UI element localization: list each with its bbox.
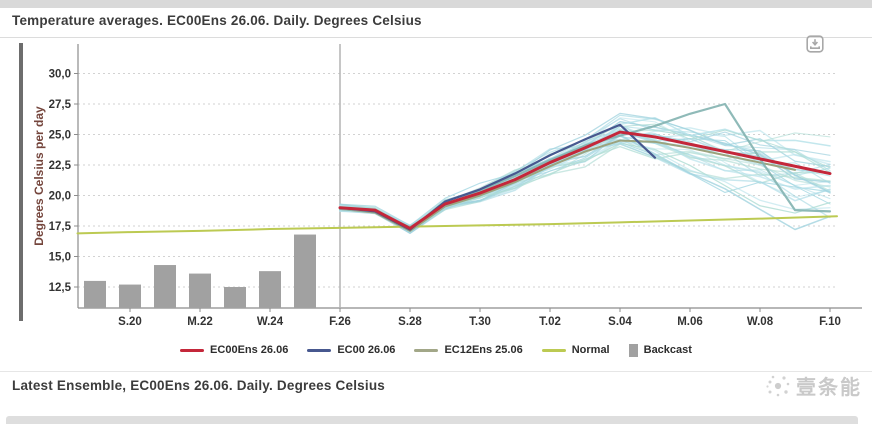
bar-backcast [84,280,106,308]
legend-item-backcast[interactable]: Backcast [628,343,692,357]
legend-swatch-line [541,348,566,352]
legend-label: EC00Ens 26.06 [210,344,289,356]
bar-backcast [119,284,141,308]
bar-backcast [224,287,246,308]
series-line-ec00ens-26-06 [338,130,832,230]
y-tick-label: 12,5 [49,282,72,294]
legend-swatch-bar [628,343,638,357]
bottom-panel-band [6,416,858,424]
x-tick-label: T.02 [539,316,561,328]
x-tick-label: M.06 [677,316,703,328]
header-divider [0,37,872,38]
legend-item-ec12ens-25-06[interactable]: EC12Ens 25.06 [414,344,523,356]
y-tick-label: 25,0 [49,130,71,142]
watermark-text: 壹条能 [796,377,862,399]
x-tick-label: F.26 [329,316,351,328]
bar-backcast [154,265,176,308]
y-tick-label: 20,0 [49,191,71,203]
bar-backcast [259,271,281,308]
bar-backcast [189,273,211,308]
chart-title: Temperature averages. EC00Ens 26.06. Dai… [12,13,422,28]
x-tick-label: W.24 [257,316,284,328]
x-tick-label: W.08 [747,316,774,328]
legend-item-normal[interactable]: Normal [541,344,610,356]
x-tick-label: T.30 [469,316,491,328]
legend-item-ec00-26-06[interactable]: EC00 26.06 [307,344,395,356]
legend-label: Normal [571,344,610,356]
chart-plot: 12,5 15,0 17,5 20,0 22,5 25,0 27,5 30,0 S.20 M.22… [49,44,862,328]
watermark-logo: 壹条能 [765,371,862,400]
legend-label: Backcast [643,344,692,356]
y-tick-label: 22,5 [49,160,72,172]
page-top-strip [0,0,872,8]
y-tick-label: 15,0 [49,252,71,264]
y-tick-label: 17,5 [49,221,72,233]
x-tick-label: S.20 [118,316,142,328]
x-tick-label: F.10 [819,316,841,328]
legend-label: EC12Ens 25.06 [444,344,523,356]
legend-swatch-line [414,348,439,352]
x-tick-label: S.04 [608,316,632,328]
x-tick-label: S.28 [398,316,422,328]
legend-swatch-line [307,348,332,352]
legend-label: EC00 26.06 [337,344,396,356]
y-tick-label: 27,5 [49,99,72,111]
export-download-icon[interactable] [805,34,825,54]
series-line-ec12ens-25-06 [339,139,796,232]
left-edge-divider [19,43,23,321]
chart-legend: EC00Ens 26.06 EC00 26.06 EC12Ens 25.06 N… [0,340,872,360]
legend-swatch-line [180,348,205,352]
series-line-normal [76,215,838,235]
footer-divider [0,371,872,372]
next-chart-title: Latest Ensemble, EC00Ens 26.06. Daily. D… [12,378,385,393]
spark-dots-icon [766,375,790,396]
legend-item-ec00ens-26-06[interactable]: EC00Ens 26.06 [180,344,288,356]
bar-backcast [294,234,316,308]
x-tick-label: M.22 [187,316,213,328]
series-line-outlier-member [338,102,832,229]
y-tick-label: 30,0 [49,69,71,81]
export-download-glyph [806,35,824,53]
